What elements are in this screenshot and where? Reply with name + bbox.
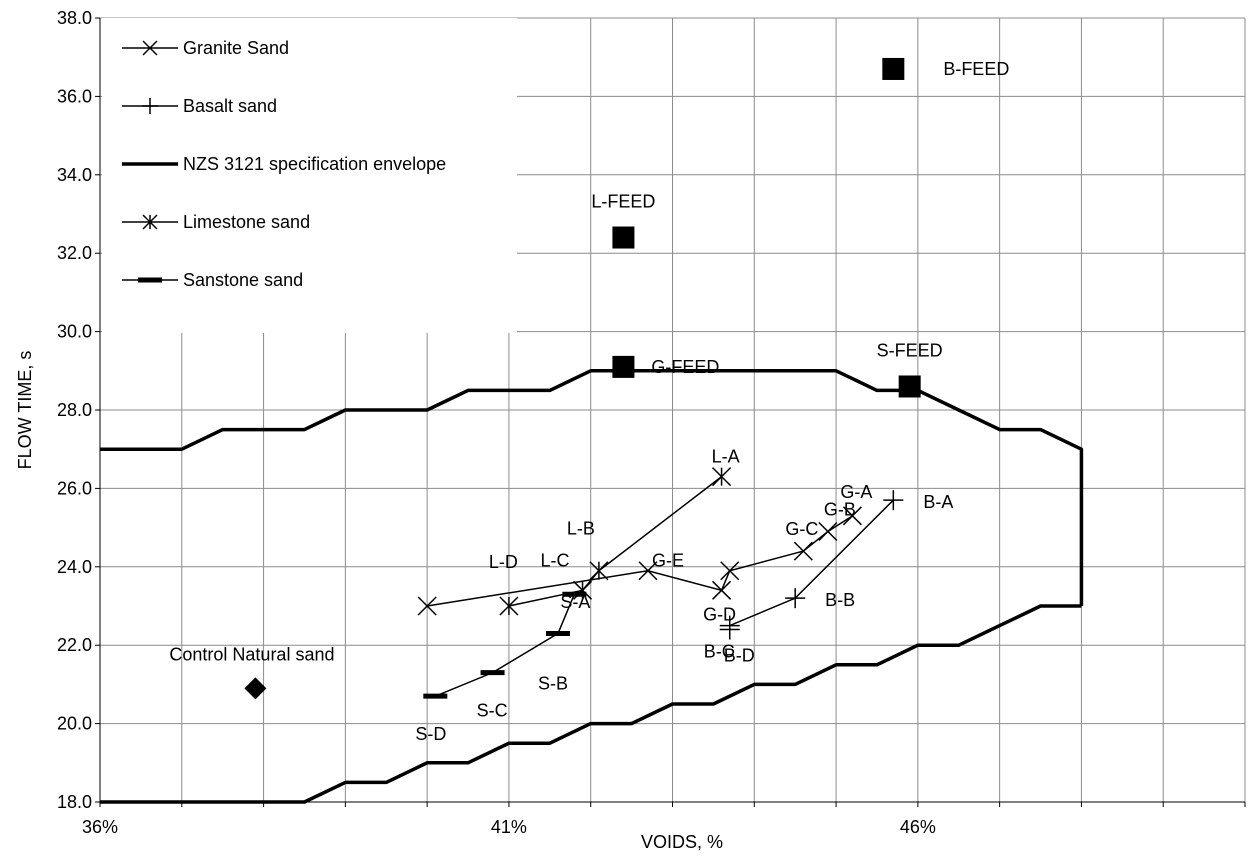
legend-label: Basalt sand — [183, 96, 277, 116]
feed-marker — [612, 226, 635, 249]
y-tick-label: 20.0 — [57, 714, 92, 734]
legend: Granite Sand Basalt sand NZS 3121 specific… — [122, 38, 446, 290]
basalt-sand-marker — [719, 615, 740, 636]
feed-label: G-FEED — [651, 357, 719, 377]
point-labels: G-E G-D G-C G-BG-A B-DB-C B-B B-A L-D L-C L-B L-A S… — [169, 59, 1009, 744]
legend-item: Granite Sand — [122, 38, 289, 58]
feed-label: L-FEED — [591, 192, 655, 212]
y-axis-ticks: 18.0 20.0 22.0 24.0 26.0 28.0 30.0 32.0 34.0 36.0… — [57, 8, 100, 812]
point-label: L-B — [567, 519, 595, 539]
control-marker — [244, 677, 267, 700]
point-label: G-D — [703, 604, 736, 624]
legend-item: Limestone sand — [122, 212, 310, 232]
point-label: L-A — [712, 447, 740, 467]
granite-sand-marker — [417, 596, 437, 616]
x-tick-label: 41% — [491, 817, 527, 837]
granite-sand-marker — [638, 561, 658, 581]
legend-item: Basalt sand — [122, 96, 277, 116]
series-markers — [417, 467, 904, 699]
point-label: S-D — [415, 724, 446, 744]
limestone-sand-marker — [589, 561, 609, 581]
point-label: B-D — [724, 646, 755, 666]
feed-marker — [882, 57, 905, 80]
feed-markers — [244, 57, 921, 700]
feed-label: B-FEED — [943, 59, 1009, 79]
y-tick-label: 38.0 — [57, 8, 92, 28]
y-tick-label: 22.0 — [57, 635, 92, 655]
legend-label: Granite Sand — [183, 38, 289, 58]
y-tick-label: 28.0 — [57, 400, 92, 420]
granite-sand-marker — [793, 541, 813, 561]
point-label: L-D — [489, 552, 518, 572]
granite-sand-marker — [720, 561, 740, 581]
feed-marker — [898, 375, 921, 398]
x-axis-ticks: 36% 41% 46% — [82, 802, 1246, 837]
y-axis-title: FLOW TIME, s — [15, 351, 35, 470]
limestone-sand-line — [508, 476, 723, 607]
point-label: S-C — [477, 701, 508, 721]
spec-envelope — [100, 369, 1084, 804]
envelope-lower-line — [100, 604, 1082, 804]
point-label: G-A — [840, 482, 872, 502]
limestone-sand-marker — [712, 467, 732, 487]
legend-swatch-marker — [142, 40, 158, 56]
granite-sand-marker — [842, 506, 862, 526]
y-tick-label: 30.0 — [57, 322, 92, 342]
y-tick-label: 36.0 — [57, 86, 92, 106]
point-label: G-C — [785, 519, 818, 539]
y-tick-label: 34.0 — [57, 165, 92, 185]
legend-label: Limestone sand — [183, 212, 310, 232]
legend-item: Sanstone sand — [122, 270, 303, 290]
point-label: L-C — [541, 550, 570, 570]
basalt-sand-marker — [883, 490, 904, 511]
basalt-sand-marker — [785, 588, 806, 609]
granite-sand-marker — [712, 580, 732, 600]
legend-swatch-marker — [142, 214, 158, 230]
legend-swatch-marker — [142, 98, 158, 114]
y-tick-label: 26.0 — [57, 478, 92, 498]
y-tick-label: 24.0 — [57, 557, 92, 577]
envelope-upper-line — [100, 369, 1084, 606]
point-label: S-A — [560, 592, 590, 612]
legend-box — [102, 18, 517, 333]
feed-label: S-FEED — [877, 340, 943, 360]
granite-sand-marker — [818, 521, 838, 542]
limestone-sand-marker — [499, 596, 519, 616]
y-tick-label: 18.0 — [57, 792, 92, 812]
control-label: Control Natural sand — [169, 644, 334, 664]
sanstone-sand-line — [435, 593, 576, 697]
point-label: B-B — [825, 590, 855, 610]
point-label: S-B — [538, 673, 568, 693]
x-tick-label: 46% — [900, 817, 936, 837]
point-label: B-C — [704, 642, 735, 662]
feed-marker — [612, 355, 635, 378]
legend-label: Sanstone sand — [183, 270, 303, 290]
point-label: B-A — [923, 492, 953, 512]
legend-item: NZS 3121 specification envelope — [122, 154, 446, 174]
x-axis-title: VOIDS, % — [641, 832, 723, 852]
x-tick-label: 36% — [82, 817, 118, 837]
point-label: G-E — [652, 551, 684, 571]
point-label: G-B — [824, 500, 856, 520]
y-tick-label: 32.0 — [57, 243, 92, 263]
legend-label: NZS 3121 specification envelope — [183, 154, 446, 174]
